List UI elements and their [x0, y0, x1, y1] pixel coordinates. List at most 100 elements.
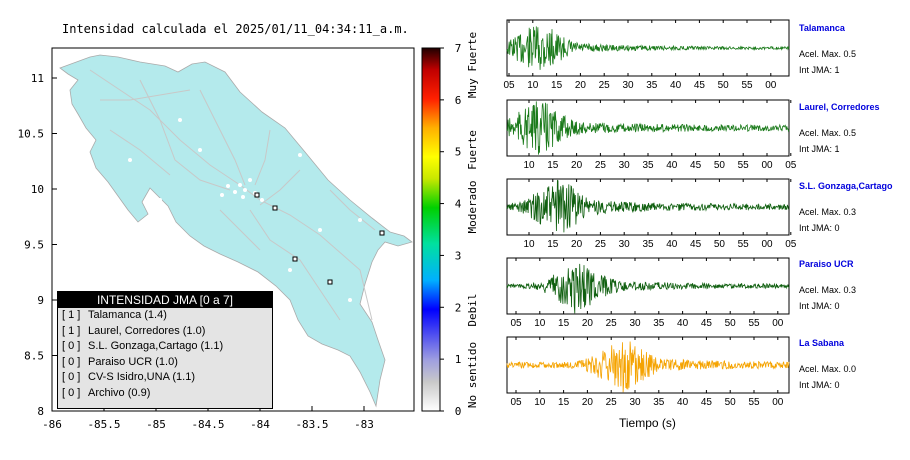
- time-tick-label: 55: [741, 80, 753, 91]
- time-tick-label: 25: [595, 239, 607, 250]
- colorbar-level-label: Debil: [466, 293, 479, 326]
- station-max-accel: Acel. Max. 0.0: [799, 364, 857, 374]
- time-tick-label: 20: [582, 318, 594, 329]
- time-tick-label: 35: [653, 397, 665, 408]
- time-tick-label: 40: [666, 160, 678, 171]
- time-tick-label: 45: [701, 318, 713, 329]
- time-tick-label: 50: [725, 397, 737, 408]
- station-jma-intensity: Int JMA: 0: [799, 301, 840, 311]
- map-x-tick-label: -85: [146, 418, 166, 431]
- colorbar-tick-label: 3: [455, 249, 462, 262]
- time-tick-label: 05: [785, 239, 797, 250]
- colorbar-level-label: Muy Fuerte: [466, 32, 479, 98]
- station-jma-intensity: Int JMA: 1: [799, 65, 840, 75]
- intensity-legend: INTENSIDAD JMA [0 a 7] [ 1 ] Talamanca (1…: [57, 291, 273, 409]
- time-tick-label: 30: [629, 397, 641, 408]
- time-tick-label: 50: [725, 318, 737, 329]
- colorbar-tick-label: 0: [455, 405, 462, 418]
- time-tick-label: 30: [629, 318, 641, 329]
- seismogram-trace: [506, 263, 790, 314]
- time-tick-label: 05: [785, 160, 797, 171]
- time-tick-label: 15: [547, 239, 559, 250]
- colorbar-tick-label: 6: [455, 94, 462, 107]
- legend-item: [ 0 ] S.L. Gonzaga,Cartago (1.1): [58, 339, 272, 355]
- map-y-tick-label: 10: [31, 183, 44, 196]
- time-tick-label: 55: [738, 239, 750, 250]
- legend-item-intensity: [ 0 ]: [62, 386, 81, 399]
- time-tick-label: 00: [772, 318, 784, 329]
- time-tick-label: 20: [575, 80, 587, 91]
- time-tick-label: 25: [595, 160, 607, 171]
- seismogram-panel: 05 10 15 20 25 30 35 40 45 50 55 00: [503, 19, 790, 91]
- map-y-tick-label: 9.5: [24, 239, 44, 252]
- seismogram-frame: [506, 257, 790, 315]
- colorbar-tick-label: 1: [455, 353, 462, 366]
- time-tick-label: 10: [534, 397, 546, 408]
- time-tick-label: 00: [765, 80, 777, 91]
- seismogram-panels: 05 10 15 20 25 30 35 40 45 50 55 00 10 15 20 25 30 35 40 45…: [503, 19, 797, 408]
- time-tick-label: 55: [748, 318, 760, 329]
- time-tick-label: 35: [646, 80, 658, 91]
- legend-item: [ 0 ] Archivo (0.9): [58, 386, 272, 402]
- seismogram-trace: [506, 101, 790, 155]
- station-name: Paraiso UCR: [799, 259, 854, 269]
- station-jma-intensity: Int JMA: 1: [799, 144, 840, 154]
- time-tick-label: 45: [694, 80, 706, 91]
- time-tick-label: 20: [571, 160, 583, 171]
- map-y-tick-label: 9: [37, 294, 44, 307]
- colorbar-tick-label: 4: [455, 198, 462, 211]
- time-tick-label: 25: [606, 397, 618, 408]
- time-tick-label: 10: [523, 160, 535, 171]
- time-tick-label: 40: [677, 397, 689, 408]
- seismogram-trace: [506, 179, 790, 233]
- costa-rica-land: [59, 54, 413, 408]
- colorbar-level-label: No sentido: [466, 342, 479, 408]
- map-x-axis: -86 -85.5 -85 -84.5 -84 -83.5 -83: [42, 406, 374, 431]
- map-x-tick-label: -83: [354, 418, 374, 431]
- time-tick-label: 00: [761, 239, 773, 250]
- map-y-axis: 11 10.5 10 9.5 9 8.5 8: [18, 72, 57, 418]
- time-tick-label: 45: [701, 397, 713, 408]
- seismogram-panel: 05 10 15 20 25 30 35 40 45 50 55 00: [506, 257, 790, 329]
- time-tick-label: 50: [718, 80, 730, 91]
- map-title: Intensidad calculada el 2025/01/11_04:34…: [62, 22, 409, 36]
- colorbar-gradient: [421, 47, 441, 412]
- legend-item-intensity: [ 0 ]: [62, 355, 81, 368]
- legend-item: [ 1 ] Talamanca (1.4): [58, 308, 272, 324]
- time-tick-label: 00: [772, 397, 784, 408]
- legend-title: INTENSIDAD JMA [0 a 7]: [58, 292, 272, 308]
- time-tick-label: 40: [670, 80, 682, 91]
- time-tick-label: 00: [761, 160, 773, 171]
- map-y-tick-label: 10.5: [18, 128, 45, 141]
- map-y-tick-label: 11: [31, 72, 44, 85]
- legend-item: [ 0 ] Paraiso UCR (1.0): [58, 355, 272, 371]
- colorbar-axis: 0 1 2 3 4 5 6 7 No sentido Debil Moderado Fuerte Muy…: [440, 32, 479, 418]
- time-tick-label: 15: [547, 160, 559, 171]
- map-x-tick-label: -84: [250, 418, 270, 431]
- map-x-tick-label: -84.5: [191, 418, 224, 431]
- legend-item-station: Paraiso UCR (1.0): [88, 355, 178, 368]
- station-name: La Sabana: [799, 338, 845, 348]
- map-y-tick-label: 8.5: [24, 350, 44, 363]
- time-tick-label: 20: [571, 239, 583, 250]
- time-tick-label: 20: [582, 397, 594, 408]
- time-tick-label: 10: [523, 239, 535, 250]
- time-tick-label: 40: [677, 318, 689, 329]
- time-tick-label: 30: [619, 239, 631, 250]
- station-dots: [128, 118, 362, 302]
- accelerograph-markers: [254, 192, 385, 285]
- colorbar-tick-label: 5: [455, 146, 462, 159]
- time-tick-label: 10: [527, 80, 539, 91]
- time-tick-label: 50: [714, 160, 726, 171]
- time-tick-label: 40: [666, 239, 678, 250]
- time-tick-label: 15: [558, 397, 570, 408]
- legend-item-intensity: [ 1 ]: [62, 309, 81, 321]
- seismogram-panel: 05 10 15 20 25 30 35 40 45 50 55 00: [506, 336, 790, 408]
- time-axis-label: Tiempo (s): [619, 416, 676, 430]
- seismogram-trace: [506, 341, 790, 393]
- station-name: S.L. Gonzaga,Cartago: [799, 181, 893, 191]
- time-tick-label: 25: [599, 80, 611, 91]
- time-tick-label: 30: [622, 80, 634, 91]
- time-tick-label: 50: [714, 239, 726, 250]
- legend-item: [ 1 ] Laurel, Corredores (1.0): [58, 324, 272, 340]
